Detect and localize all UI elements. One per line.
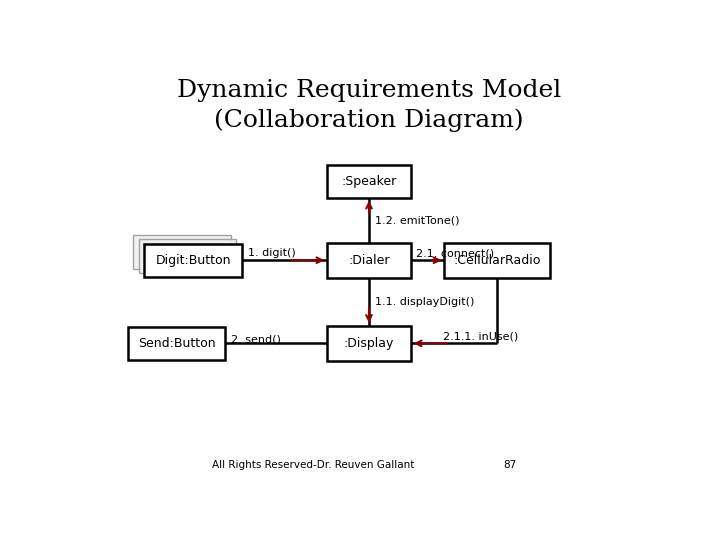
Bar xyxy=(327,242,411,278)
Text: 87: 87 xyxy=(503,460,516,470)
Text: :Display: :Display xyxy=(344,337,394,350)
Text: All Rights Reserved-Dr. Reuven Gallant: All Rights Reserved-Dr. Reuven Gallant xyxy=(212,460,415,470)
Bar xyxy=(133,235,231,268)
Text: 1.2. emitTone(): 1.2. emitTone() xyxy=(374,215,459,225)
Text: Dynamic Requirements Model: Dynamic Requirements Model xyxy=(177,79,561,103)
Bar xyxy=(145,244,242,277)
Text: 1.1. displayDigit(): 1.1. displayDigit() xyxy=(374,297,474,307)
Text: 1. digit(): 1. digit() xyxy=(248,248,295,258)
Text: :CellularRadio: :CellularRadio xyxy=(454,254,541,267)
Bar xyxy=(444,242,550,278)
Text: :Dialer: :Dialer xyxy=(348,254,390,267)
Text: :Speaker: :Speaker xyxy=(341,175,397,188)
Text: 2.1.1. inUse(): 2.1.1. inUse() xyxy=(443,332,518,341)
Text: Digit:Button: Digit:Button xyxy=(156,254,231,267)
Bar xyxy=(327,326,411,361)
Text: 2.1. connect(): 2.1. connect() xyxy=(416,248,495,258)
Text: (Collaboration Diagram): (Collaboration Diagram) xyxy=(214,109,524,132)
Bar xyxy=(139,239,236,273)
Text: 2. send(): 2. send() xyxy=(231,334,281,344)
Bar xyxy=(127,327,225,360)
Text: Send:Button: Send:Button xyxy=(138,337,215,350)
Bar xyxy=(327,165,411,198)
